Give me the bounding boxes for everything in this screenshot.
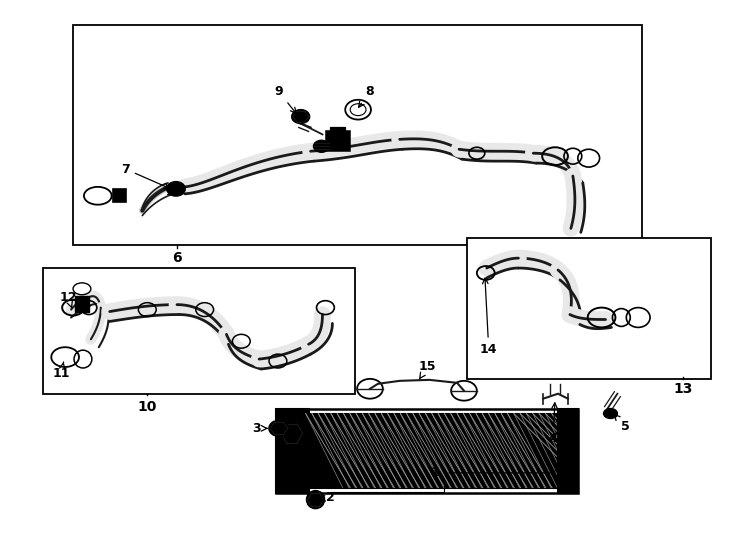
Bar [73,24,642,245]
Ellipse shape [603,409,617,419]
Text: 15: 15 [418,361,436,379]
Bar [305,414,558,488]
Ellipse shape [313,140,330,152]
Bar [558,409,578,492]
Ellipse shape [269,421,288,436]
Bar [276,409,578,492]
Bar [75,296,89,312]
Text: 14: 14 [480,278,498,356]
Text: 5: 5 [614,415,630,433]
Bar [112,189,126,202]
Text: 2: 2 [319,491,335,504]
Bar [467,238,711,379]
Text: 3: 3 [252,422,267,435]
Ellipse shape [167,182,185,196]
Bar [43,268,355,394]
Bar [330,127,345,137]
Text: 10: 10 [137,400,157,414]
Ellipse shape [292,110,310,124]
Ellipse shape [307,491,324,509]
Text: 1: 1 [431,467,439,480]
Text: 13: 13 [673,382,692,396]
Bar [327,131,350,151]
Ellipse shape [279,421,305,446]
Text: 11: 11 [52,362,70,380]
Bar [276,409,308,492]
Text: 6: 6 [172,251,182,265]
Text: 4: 4 [549,403,557,445]
Text: 12: 12 [59,291,77,307]
Text: 8: 8 [359,85,374,107]
Text: 9: 9 [275,85,296,113]
Text: 7: 7 [121,163,170,188]
